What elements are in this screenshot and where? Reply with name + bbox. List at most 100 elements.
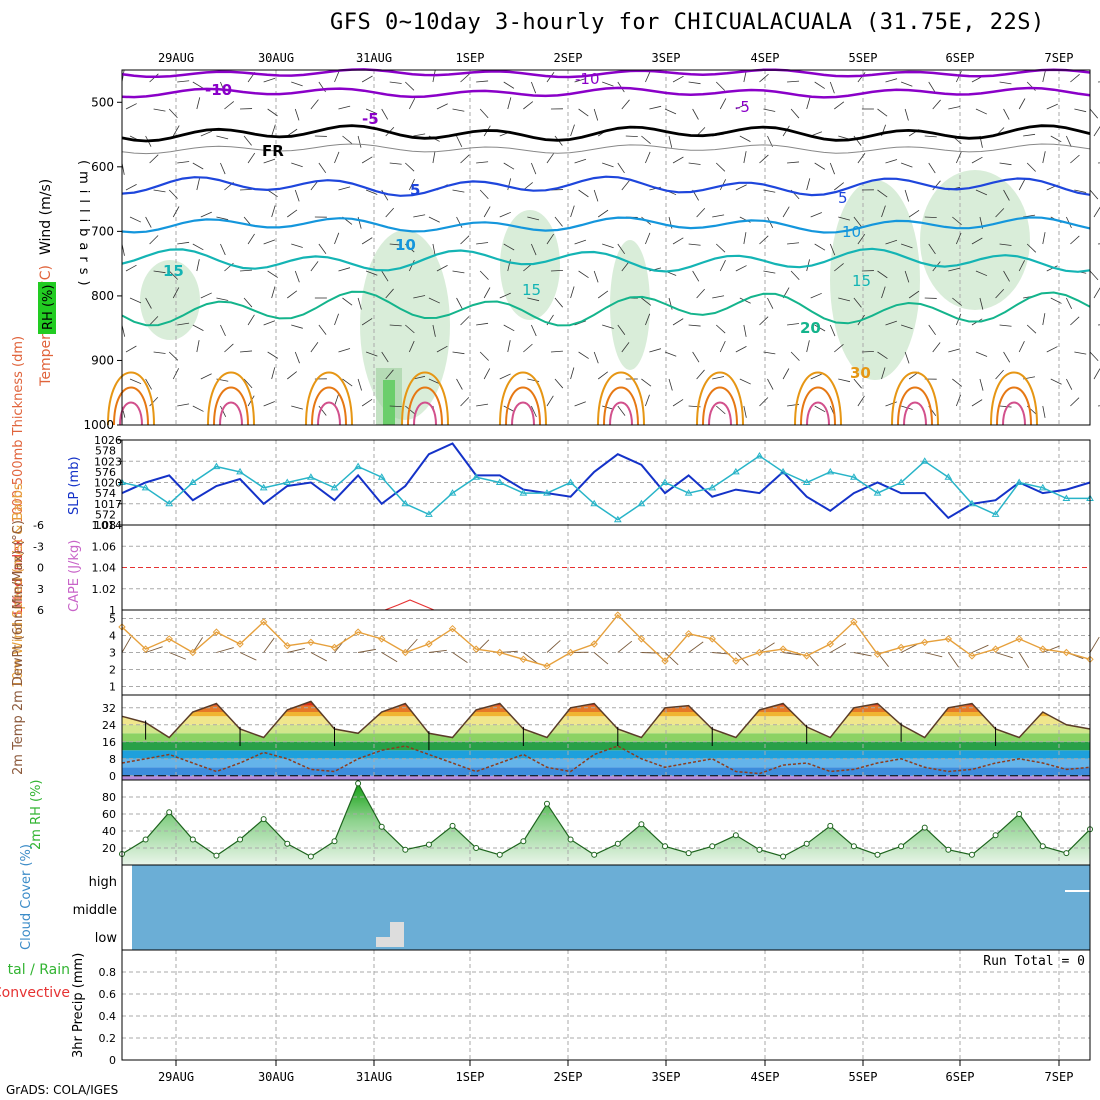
wind-barb <box>153 189 166 193</box>
warm-contour <box>311 386 347 426</box>
wind-barb <box>507 178 512 191</box>
wind-speed-point <box>566 648 575 657</box>
rh-tick-label: 40 <box>102 825 116 838</box>
wind-barb <box>900 243 913 249</box>
wind-barb <box>810 373 822 380</box>
wind-barb <box>499 373 511 380</box>
wind-barb <box>291 81 303 87</box>
wind-barb <box>1042 151 1046 164</box>
wind-speed-point <box>401 648 410 657</box>
temp-tick-label: 32 <box>102 702 116 715</box>
wind-barb <box>554 378 564 389</box>
wind-barb <box>999 162 1012 166</box>
slp-ylabel-right: SLP (mb) <box>67 456 82 515</box>
wind-barb-10m <box>1018 652 1030 669</box>
warm-contour <box>207 371 255 426</box>
thickness-point <box>684 489 693 496</box>
wind-barb <box>357 378 362 391</box>
wind-barb <box>405 81 415 91</box>
rh-point <box>803 840 810 847</box>
wind-barb <box>271 286 276 299</box>
wind-speed-point <box>543 662 551 670</box>
thickness-tick-label: 578 <box>95 445 116 458</box>
wind-barb <box>267 108 278 117</box>
ylabel-thickness: 1000-500mb Thickness (dm) <box>11 336 26 523</box>
wind-barb <box>287 371 297 380</box>
wind-barb <box>310 261 319 272</box>
wind-barb <box>688 162 701 165</box>
temp-contour-10 <box>121 216 1091 234</box>
cloud-level-label: high <box>89 875 117 890</box>
wind-barb <box>334 394 339 407</box>
wind-barb <box>617 405 626 416</box>
wind-barb <box>1050 297 1062 304</box>
wind-barb <box>365 270 378 276</box>
date-label-top: 29AUG <box>158 51 194 65</box>
precip-tick-label: 0.6 <box>99 988 117 1001</box>
warm-contour <box>317 401 341 426</box>
wind-tick-label: 3 <box>109 647 116 660</box>
temp-contour-20 <box>121 290 1091 327</box>
warm-contour <box>990 371 1038 426</box>
wind-barb <box>645 394 650 407</box>
wind-barb <box>546 395 554 407</box>
wind-barb <box>739 378 751 385</box>
low-cloud-patch <box>376 937 390 947</box>
thickness-point <box>968 499 976 507</box>
wind-barb <box>995 288 1005 299</box>
wind-barb <box>806 340 810 353</box>
wind-barb <box>932 99 941 110</box>
wind-barb-10m <box>971 644 989 653</box>
wind-barb <box>735 184 747 191</box>
wind-barb <box>428 216 440 223</box>
wind-barb <box>834 343 844 353</box>
wind-barb <box>263 320 276 326</box>
wind-barb-10m <box>381 652 398 663</box>
wind-barb-10m <box>452 652 468 663</box>
date-label-bottom: 29AUG <box>158 1070 194 1084</box>
wind-tick-label: 2 <box>109 664 116 677</box>
rh-tick-label: 80 <box>102 791 116 804</box>
wind-barb <box>192 243 204 251</box>
wind-barb <box>904 108 909 121</box>
wind-barb <box>570 205 575 218</box>
rh-point <box>189 836 196 843</box>
precip-tick-label: 0 <box>109 1054 116 1067</box>
wind-barb <box>948 106 961 110</box>
wind-barb <box>767 297 774 309</box>
wind-barb <box>294 189 300 202</box>
wind-barb <box>530 243 537 256</box>
contour-label: 5 <box>410 181 420 199</box>
wind-barb <box>503 162 515 170</box>
wind-barb <box>999 243 1012 246</box>
wind-barb-10m <box>830 643 847 653</box>
ylabel-cloud: Cloud Cover (%) <box>19 844 34 950</box>
wind-barb <box>1018 179 1026 191</box>
thickness-point <box>283 478 292 485</box>
wind-barb <box>271 367 276 380</box>
wind-barb <box>177 241 190 245</box>
wind-barb-10m <box>688 641 704 653</box>
thickness-point <box>401 499 410 507</box>
wind-barb <box>645 151 651 164</box>
contour-label: 15 <box>852 272 871 290</box>
wind-barb <box>196 340 200 353</box>
wind-barb <box>342 135 353 144</box>
wind-barb <box>287 209 298 218</box>
wind-speed-point <box>684 630 693 638</box>
wind-barb <box>220 324 226 337</box>
wind-barb <box>338 267 351 272</box>
warm-contour <box>603 386 639 426</box>
wind-barb <box>168 108 178 119</box>
precip-tick-label: 0.2 <box>99 1032 117 1045</box>
warm-contour <box>305 371 353 426</box>
wind-speed-point <box>472 645 480 653</box>
wind-barb <box>885 78 898 83</box>
wind-barb <box>291 162 303 168</box>
wind-barb <box>310 342 319 353</box>
wind-barb <box>523 101 534 110</box>
wind-barb <box>574 401 586 407</box>
wind-barb <box>428 378 441 385</box>
wind-barb-10m <box>1089 636 1100 653</box>
wind-barb <box>413 375 426 380</box>
